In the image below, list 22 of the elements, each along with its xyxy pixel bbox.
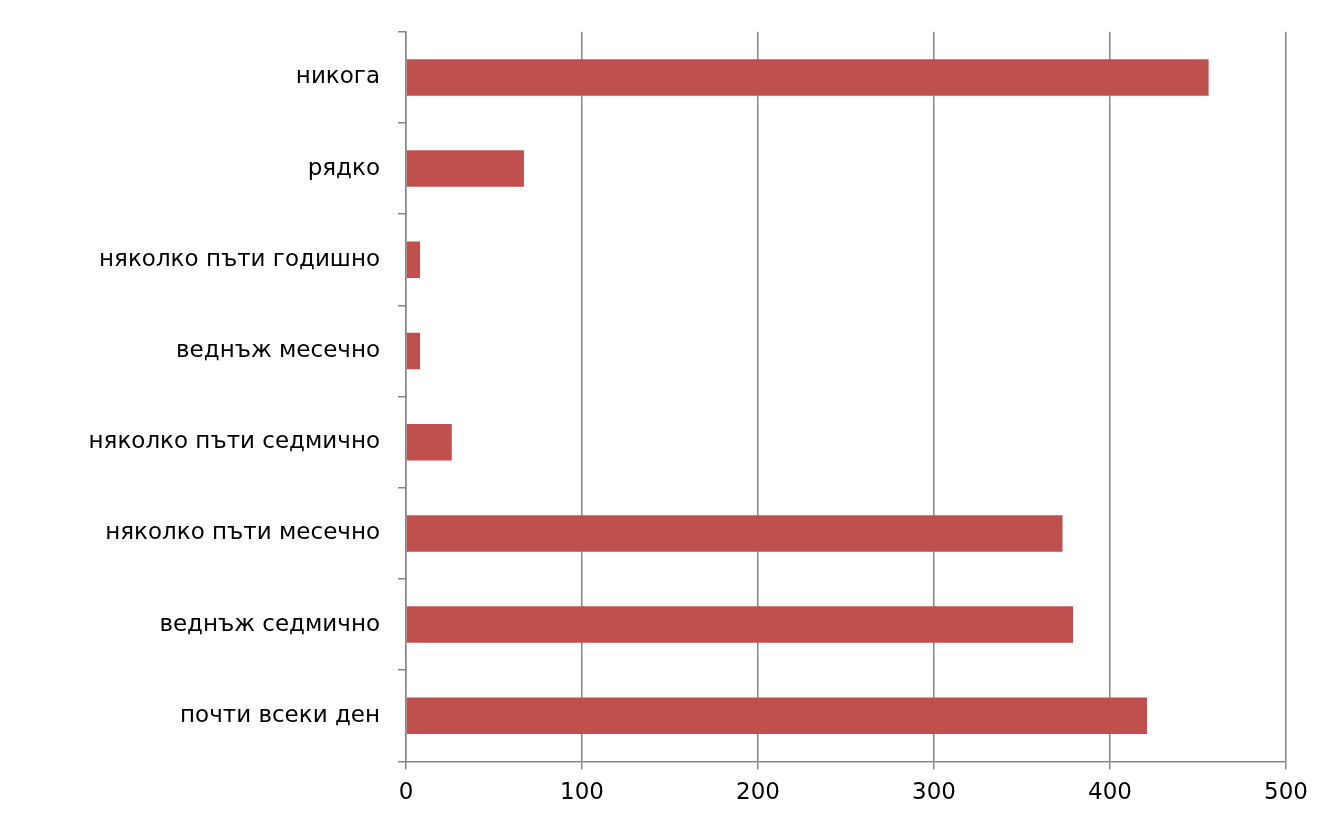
y-tick-label: веднъж седмично	[159, 609, 380, 636]
x-tick-label: 200	[736, 778, 780, 805]
bar	[406, 332, 421, 370]
x-tick-label: 500	[1264, 778, 1308, 805]
y-tick-label: няколко пъти месечно	[105, 518, 380, 545]
x-tick-label: 0	[398, 778, 414, 805]
y-tick-label: няколко пъти седмично	[88, 427, 380, 454]
x-tick-label: 300	[912, 778, 956, 805]
x-tick-label: 100	[560, 778, 604, 805]
bar	[406, 423, 452, 461]
y-tick-label: веднъж месечно	[176, 335, 380, 362]
bar	[406, 241, 421, 279]
y-tick-label: никога	[295, 62, 380, 89]
bar	[406, 59, 1209, 96]
x-tick-label: 400	[1088, 778, 1132, 805]
bar	[406, 150, 524, 187]
bar	[406, 697, 1147, 735]
bar	[406, 606, 1074, 643]
y-tick-label: почти всеки ден	[180, 700, 380, 727]
y-tick-label: рядко	[307, 153, 380, 180]
y-tick-label: няколко пъти годишно	[99, 244, 380, 271]
bar	[406, 515, 1063, 552]
